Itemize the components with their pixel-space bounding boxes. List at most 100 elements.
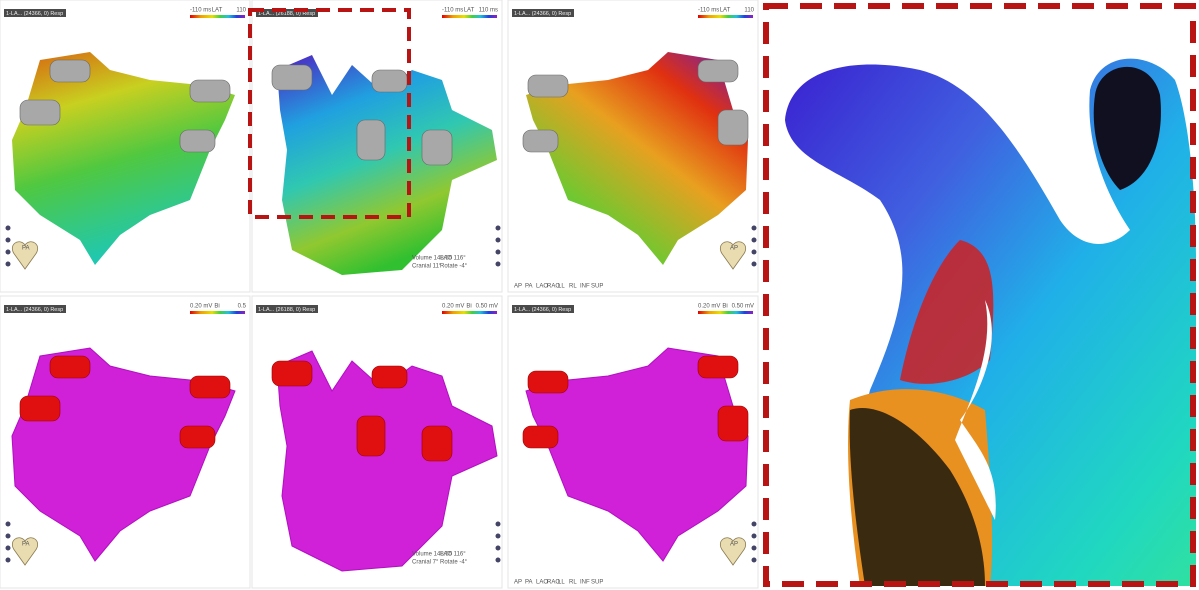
heart-icon (719, 537, 747, 566)
nav-dot (495, 249, 501, 255)
view-button: RAO (547, 580, 560, 586)
pulmonary-vein (19, 395, 61, 422)
heart-icon (11, 537, 39, 566)
pulmonary-vein (271, 360, 313, 387)
scale-max: 110 ms (479, 8, 498, 14)
scale-min: 0.20 mV (698, 304, 720, 310)
view-button: SUP (591, 580, 603, 586)
color-scale (442, 311, 497, 314)
map-panel: 1-LA... (24366, 0) Resp 0.20 mV Bi 0.5 PA (0, 295, 251, 589)
pulmonary-vein (371, 69, 408, 93)
view-info: Cranial 7° (412, 560, 439, 566)
nav-dot (5, 249, 11, 255)
view-button: LL (558, 580, 565, 586)
nav-dot (751, 545, 757, 551)
pulmonary-vein (49, 59, 91, 83)
header-box (256, 305, 318, 313)
pulmonary-vein (697, 59, 739, 83)
panel-header: 1-LA... (24366, 0) Resp (6, 307, 63, 313)
view-button: INF (580, 284, 590, 290)
scale-min: -110 ms (698, 8, 719, 14)
nav-dot (751, 533, 757, 539)
scale-max: 0.50 mV (476, 304, 498, 310)
nav-dot (751, 225, 757, 231)
nav-dot (495, 557, 501, 563)
panel-header: 1-LA... (24366, 0) Resp (514, 307, 571, 313)
view-info: Cranial 11° (412, 264, 442, 270)
pulmonary-vein (421, 425, 453, 462)
heart-icon (11, 241, 39, 270)
nav-dot (5, 545, 11, 551)
view-info: Rotate -4° (440, 264, 468, 270)
header-box (4, 9, 66, 17)
view-info: Rotate -4° (440, 560, 468, 566)
view-button: LAO (536, 284, 548, 290)
nav-dot (5, 521, 11, 527)
view-button: PA (525, 284, 533, 290)
pulmonary-vein (356, 415, 386, 457)
panel-header: 1-LA... (24366, 0) Resp (6, 11, 63, 17)
nav-dot (751, 557, 757, 563)
pulmonary-vein (179, 425, 216, 449)
view-label: AP (730, 246, 738, 252)
atrium-map (525, 347, 749, 562)
panels: 1-LA... (24366, 0) Resp-110 ms LAT 110PA1-… (0, 0, 759, 589)
color-scale (442, 15, 497, 18)
zoom-white-gap (955, 300, 996, 520)
pulmonary-vein (179, 129, 216, 153)
nav-dot (495, 237, 501, 243)
scale-name: Bi (214, 304, 219, 310)
nav-dot (751, 261, 757, 267)
pulmonary-vein (189, 375, 231, 399)
nav-dot (495, 225, 501, 231)
scale-max: 110 (744, 8, 754, 14)
header-box (512, 305, 574, 313)
nav-dot (751, 249, 757, 255)
color-scale (190, 311, 245, 314)
pulmonary-vein (356, 119, 386, 161)
scale-name: LAT (464, 8, 475, 14)
header-box (512, 9, 574, 17)
heart-icon (719, 241, 747, 270)
map-panel: 1-LA... (26188, 0) Resp 0.20 mV Bi 0.50 mV V… (251, 295, 503, 589)
atrium-map (12, 52, 235, 265)
view-info: Volume 148.55 (412, 256, 453, 262)
pulmonary-vein (189, 79, 231, 103)
zoom-panel (763, 3, 1196, 587)
pulmonary-vein (49, 355, 91, 379)
zoom-dark-vein (849, 408, 985, 586)
nav-dot (495, 521, 501, 527)
scale-max: 0.50 mV (732, 304, 754, 310)
highlight-box (248, 8, 411, 219)
pulmonary-vein (19, 99, 61, 126)
color-scale (698, 15, 753, 18)
pulmonary-vein (717, 405, 749, 442)
nav-dot (495, 533, 501, 539)
color-scale (190, 15, 245, 18)
view-info: LAO 116° (440, 256, 466, 262)
nav-dot (5, 261, 11, 267)
atrium-map (277, 55, 497, 275)
view-button: RL (569, 580, 577, 586)
scale-min: -110 ms (190, 8, 211, 14)
pulmonary-vein (717, 109, 749, 146)
map-panel: 1-LA... (24366, 0) Resp -110 ms LAT 110 PA (0, 0, 251, 293)
nav-dot (5, 237, 11, 243)
atrium-map (11, 347, 236, 562)
pulmonary-vein (522, 129, 559, 153)
pulmonary-vein (421, 129, 453, 166)
zoom-red-region (900, 240, 994, 384)
scale-name: LAT (720, 8, 731, 14)
panel-header: 1-LA... (26188, 0) Resp (258, 11, 315, 17)
view-button: AP (514, 580, 522, 586)
pulmonary-vein (371, 365, 408, 389)
nav-dot (5, 225, 11, 231)
scale-min: -110 ms (442, 8, 463, 14)
scale-min: 0.20 mV (190, 304, 212, 310)
view-button: LL (558, 284, 565, 290)
pulmonary-vein (522, 425, 559, 449)
map-panel: 1-LA... (24366, 0) Resp 0.20 mV Bi 0.50 mV A… (507, 295, 759, 589)
view-label: PA (22, 246, 30, 252)
zoom-vein-opening (1093, 66, 1161, 190)
pulmonary-vein (527, 370, 569, 394)
